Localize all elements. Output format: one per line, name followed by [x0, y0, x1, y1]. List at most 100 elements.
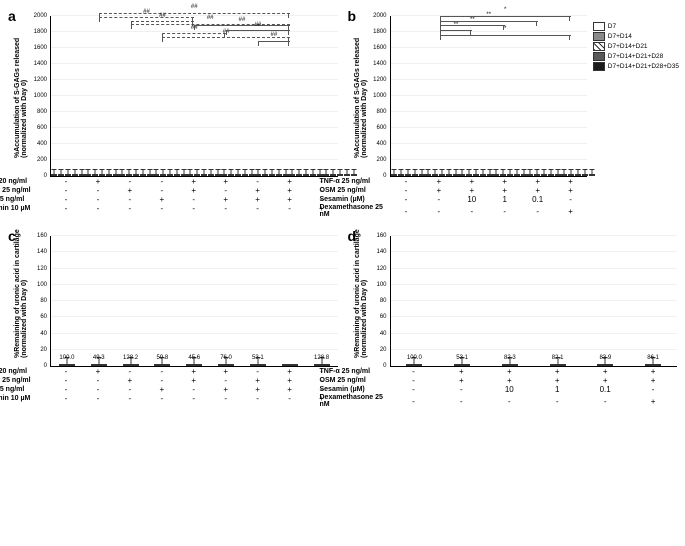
ytick: 140: [376, 249, 386, 255]
xaxis-cell: +: [210, 195, 242, 204]
bar: [337, 174, 343, 176]
bar: [439, 174, 445, 176]
xaxis-cell: -: [50, 204, 82, 213]
xaxis-a: IL-1β 20 ng/ml-+--++-+-TNF-α 25 ng/ml--+…: [50, 177, 338, 213]
xaxis-cell: -: [50, 367, 82, 376]
xaxis-cell: -: [146, 394, 178, 403]
xaxis-cell: -: [390, 186, 423, 195]
xaxis-row-label: Sesamin (µM): [320, 386, 390, 393]
bar-group: 128.2: [123, 364, 139, 366]
xaxis-cell: +: [274, 385, 306, 394]
ytick: 100: [376, 282, 386, 288]
bar: 128.8: [314, 364, 330, 366]
figure: a %Accumulation of S-GAGs released(norma…: [8, 8, 677, 408]
ytick: 800: [376, 109, 386, 115]
xaxis-cell: +: [82, 177, 114, 186]
ytick: 1200: [373, 77, 386, 83]
xaxis-cell: +: [629, 397, 677, 406]
xaxis-cell: -: [629, 385, 677, 394]
xaxis-cell: +: [210, 177, 242, 186]
bar: [432, 174, 438, 176]
bar-group: 49.3: [91, 364, 107, 366]
xaxis-row: Dexamethasone 25 nM-----+: [390, 204, 588, 218]
xaxis-row-label: OSM 25 ng/ml: [320, 377, 390, 384]
ytick: 1200: [34, 77, 47, 83]
xaxis-row-label: Dexamethasone 25 nM: [320, 394, 390, 408]
xaxis-cell: +: [521, 186, 554, 195]
bar: [282, 364, 298, 366]
bar-group: [493, 174, 527, 176]
xaxis-row-label: TNF-α 25 ng/ml: [320, 178, 390, 185]
legend-swatch: [593, 32, 605, 41]
xaxis-cell: -: [390, 397, 438, 406]
xaxis-row: TNF-α 25 ng/ml--+-+-++-: [50, 186, 338, 195]
xaxis-cell: -: [390, 385, 438, 394]
xaxis-cell: +: [242, 376, 274, 385]
xaxis-cell: 10: [455, 195, 488, 204]
legend: D7D7+D14D7+D14+D21D7+D14+D21+D28D7+D14+D…: [593, 22, 679, 72]
bar: [228, 174, 234, 176]
xaxis-cell: -: [581, 397, 629, 406]
bar: [289, 174, 295, 176]
bar: [493, 174, 499, 176]
xaxis-cell: +: [178, 367, 210, 376]
xaxis-cell: -: [210, 204, 242, 213]
xaxis-cell: +: [488, 186, 521, 195]
bar: [303, 174, 309, 176]
bar-group: [221, 174, 255, 176]
legend-label: D7+D14+D21+D28: [608, 53, 663, 60]
xaxis-cell: -: [178, 195, 210, 204]
ytick: 140: [37, 249, 47, 255]
xaxis-cell: -: [82, 204, 114, 213]
ytick: 0: [44, 173, 47, 179]
xaxis-cell: +: [629, 367, 677, 376]
bar: [99, 174, 105, 176]
xaxis-cell: +: [485, 376, 533, 385]
bar: [500, 174, 506, 176]
xaxis-cell: +: [178, 186, 210, 195]
bar: [51, 174, 57, 176]
xaxis-c: IL-1β 20 ng/ml-+--++-+-TNF-α 25 ng/ml--+…: [50, 367, 338, 403]
xaxis-cell: -: [422, 195, 455, 204]
xaxis-cell: +: [581, 367, 629, 376]
panel-a: a %Accumulation of S-GAGs released(norma…: [8, 8, 338, 218]
bar-group: 53.1: [250, 364, 266, 366]
ytick: 60: [380, 314, 387, 320]
bar-group: 128.8: [314, 364, 330, 366]
ytick: 40: [380, 331, 387, 337]
bar-value: 53.1: [456, 355, 468, 361]
xaxis-cell: +: [178, 177, 210, 186]
xaxis-cell: 10: [485, 385, 533, 394]
bar: [412, 174, 418, 176]
xaxis-cell: -: [114, 394, 146, 403]
xaxis-cell: +: [437, 367, 485, 376]
ytick: 800: [37, 109, 47, 115]
legend-label: D7+D14: [608, 33, 632, 40]
bar: 49.3: [91, 364, 107, 366]
xaxis-cell: -: [533, 397, 581, 406]
xaxis-cell: -: [242, 394, 274, 403]
xaxis-cell: -: [242, 367, 274, 376]
xaxis-cell: -: [50, 376, 82, 385]
xaxis-cell: -: [242, 177, 274, 186]
xaxis-cell: -: [210, 186, 242, 195]
bar: [269, 174, 275, 176]
ytick: 80: [380, 298, 387, 304]
bar: [242, 174, 248, 176]
bar-group: [119, 174, 153, 176]
bar-value: 128.8: [314, 355, 329, 361]
xaxis-cell: -: [210, 394, 242, 403]
xaxis-b: TNF-α 25 ng/ml-+++++OSM 25 ng/ml-+++++Se…: [390, 177, 588, 218]
bar: [527, 174, 533, 176]
xaxis-row: OSM25 ng/ml---+-+++-: [50, 385, 338, 394]
bar: [507, 174, 513, 176]
xaxis-cell: +: [242, 186, 274, 195]
xaxis-cell: +: [146, 195, 178, 204]
legend-swatch: [593, 52, 605, 61]
ytick: 20: [380, 347, 387, 353]
xaxis-cell: +: [455, 177, 488, 186]
bar: [446, 174, 452, 176]
xaxis-cell: -: [50, 186, 82, 195]
bar: [398, 174, 404, 176]
ytick: 0: [383, 173, 386, 179]
